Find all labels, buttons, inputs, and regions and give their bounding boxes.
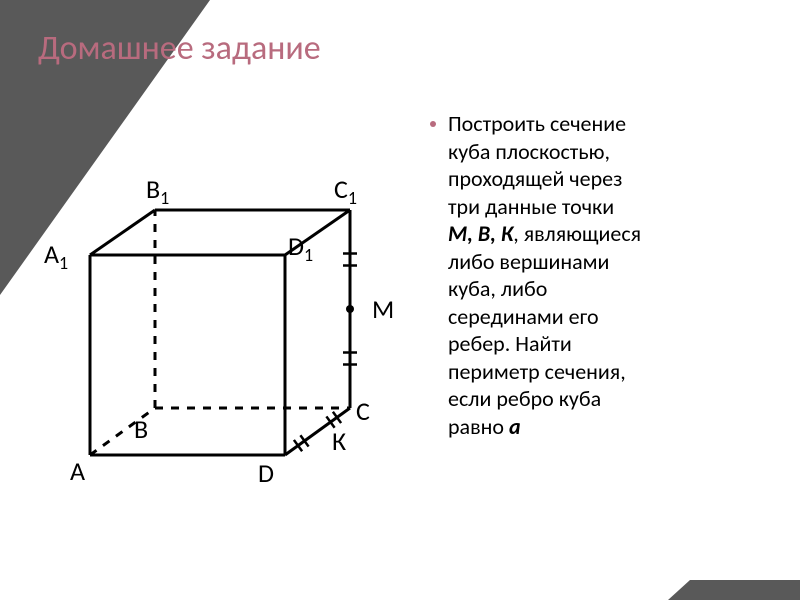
label-a1: A1 <box>44 238 68 274</box>
content: A B C D A1 B1 C1 D1 M К Построить сечениекуба пло… <box>0 105 800 575</box>
label-c: C <box>356 395 370 427</box>
label-d: D <box>258 457 274 489</box>
cube-diagram: A B C D A1 B1 C1 D1 M К <box>40 125 430 525</box>
point-m <box>346 305 354 313</box>
label-b1: B1 <box>146 173 169 209</box>
task-bullet: Построить сечениекуба плоскостью,проходя… <box>430 110 760 440</box>
label-a: A <box>70 455 85 487</box>
page-title: Домашнее задание <box>38 28 321 69</box>
label-m: M <box>372 293 394 325</box>
task-text: Построить сечениекуба плоскостью,проходя… <box>430 105 780 575</box>
label-c1: C1 <box>334 173 357 209</box>
label-d1: D1 <box>288 230 313 266</box>
bg-tri-bot <box>668 580 800 600</box>
label-k: К <box>332 425 346 457</box>
label-b: B <box>134 413 148 445</box>
